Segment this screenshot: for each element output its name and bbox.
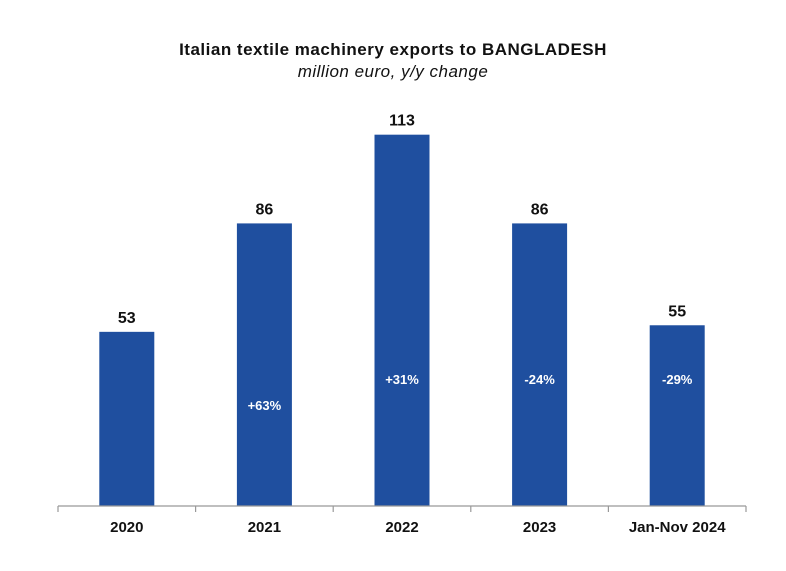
x-tick-label: 2021 <box>248 519 281 536</box>
bar-value-label: 55 <box>668 303 686 320</box>
bar-value-label: 113 <box>389 113 415 130</box>
x-axis-ticks: 2020 2021 2022 2023 Jan-Nov 2024 <box>57 506 747 536</box>
x-tick-label: 2023 <box>523 519 556 536</box>
bar <box>512 223 568 507</box>
bar-value-label: 86 <box>531 201 549 218</box>
chart-subtitle: million euro, y/y change <box>297 62 489 81</box>
x-tick-label: 2020 <box>110 519 143 536</box>
bar <box>99 331 155 506</box>
x-tick-label: 2022 <box>385 519 418 536</box>
bar-change-label: +31% <box>385 372 419 387</box>
x-tick-label: Jan-Nov 2024 <box>629 519 726 536</box>
bar <box>374 134 430 506</box>
chart-title: Italian textile machinery exports to BAN… <box>179 40 607 59</box>
bar-change-label: -29% <box>662 372 693 387</box>
bar-value-label: 53 <box>118 310 136 327</box>
bar-value-label: 86 <box>256 201 274 218</box>
bar-change-label: +63% <box>248 398 282 413</box>
bar-change-label: -24% <box>524 372 555 387</box>
bars-layer: 53 86 +63% 113 +31% 86 -24% 55 -29% <box>99 113 705 507</box>
bar <box>649 325 705 506</box>
bar <box>236 223 292 507</box>
